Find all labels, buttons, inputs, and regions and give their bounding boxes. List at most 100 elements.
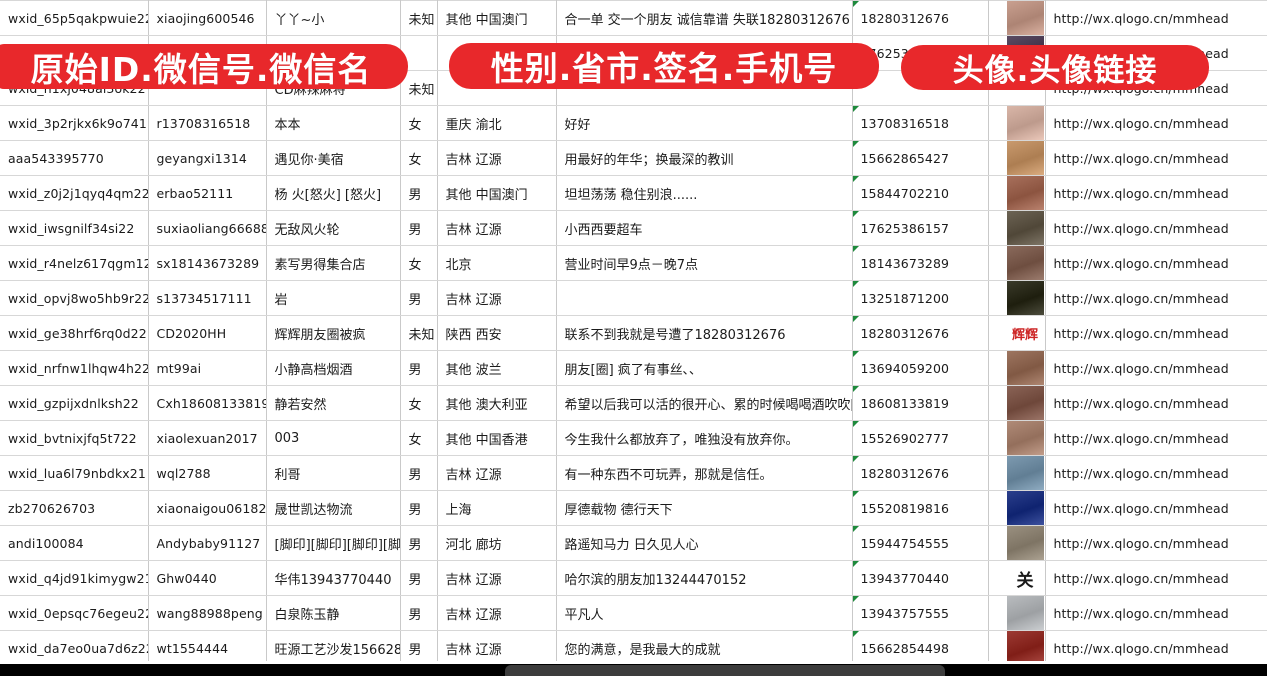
cell-signature[interactable]: 联系不到我就是号遭了18280312676 bbox=[556, 315, 853, 351]
table-row[interactable]: wxid_lua6l79nbdkx21 wql2788 利哥男吉林 辽源 有一种东西不… bbox=[0, 455, 1267, 491]
cell-wechat-id[interactable]: CD2020HH bbox=[148, 315, 267, 351]
cell-phone[interactable]: 18143673289 bbox=[852, 245, 989, 281]
cell-wechat-name[interactable]: [脚印][脚印][脚印][脚印 bbox=[266, 525, 401, 561]
cell-avatar-url[interactable]: http://wx.qlogo.cn/mmhead bbox=[1045, 595, 1267, 631]
cell-phone[interactable]: 18280312676 bbox=[852, 0, 989, 36]
cell-gender[interactable]: 男 bbox=[400, 175, 438, 211]
cell-gender[interactable]: 男 bbox=[400, 210, 438, 246]
cell-original-id[interactable]: wxid_opvj8wo5hb9r22 bbox=[0, 280, 149, 316]
cell-original-id[interactable]: wxid_3p2rjkx6k9o741 bbox=[0, 105, 149, 141]
cell-avatar[interactable]: 辉辉 bbox=[988, 315, 1046, 351]
cell-gender[interactable]: 男 bbox=[400, 525, 438, 561]
cell-signature[interactable]: 用最好的年华；换最深的教训 bbox=[556, 140, 853, 176]
cell-wechat-name[interactable]: 本本 bbox=[266, 105, 401, 141]
cell-signature[interactable]: 路遥知马力 日久见人心 bbox=[556, 525, 853, 561]
cell-avatar-url[interactable]: http://wx.qlogo.cn/mmhead bbox=[1045, 280, 1267, 316]
cell-original-id[interactable]: wxid_lua6l79nbdkx21 bbox=[0, 455, 149, 491]
cell-phone[interactable]: 15844702210 bbox=[852, 175, 989, 211]
cell-gender[interactable]: 男 bbox=[400, 350, 438, 386]
cell-phone[interactable]: 13694059200 bbox=[852, 350, 989, 386]
table-row[interactable]: wxid_da7eo0ua7d6z22wt1554444旺源工艺沙发156628… bbox=[0, 630, 1267, 666]
table-row[interactable]: wxid_65p5qakpwuie22 xiaojing600546 丫丫~小 未知其… bbox=[0, 0, 1267, 36]
cell-wechat-name[interactable]: 静若安然 bbox=[266, 385, 401, 421]
cell-avatar-url[interactable]: http://wx.qlogo.cn/mmhead bbox=[1045, 245, 1267, 281]
cell-original-id[interactable]: wxid_r4nelz617qgm12 bbox=[0, 245, 149, 281]
cell-province[interactable]: 吉林 辽源 bbox=[437, 280, 557, 316]
cell-avatar[interactable] bbox=[988, 140, 1046, 176]
cell-gender[interactable]: 未知 bbox=[400, 0, 438, 36]
cell-signature[interactable]: 有一种东西不可玩弄，那就是信任。 bbox=[556, 455, 853, 491]
cell-avatar[interactable] bbox=[988, 595, 1046, 631]
table-row[interactable]: aaa543395770 geyangxi1314 遇见你·美宿女吉林 辽源 用最好的… bbox=[0, 140, 1267, 176]
cell-gender[interactable]: 男 bbox=[400, 595, 438, 631]
cell-wechat-id[interactable]: wang88988peng bbox=[148, 595, 267, 631]
cell-gender[interactable]: 男 bbox=[400, 560, 438, 596]
cell-province[interactable]: 陕西 西安 bbox=[437, 315, 557, 351]
cell-avatar[interactable] bbox=[988, 490, 1046, 526]
cell-phone[interactable]: 13943757555 bbox=[852, 595, 989, 631]
cell-original-id[interactable]: wxid_bvtnixjfq5t722 bbox=[0, 420, 149, 456]
cell-original-id[interactable]: zb270626703 bbox=[0, 490, 149, 526]
table-row[interactable]: wxid_0epsqc76egeu22 wang88988peng 白泉陈玉静男吉林… bbox=[0, 595, 1267, 631]
table-row[interactable]: zb270626703 xiaonaigou061827 晟世凯达物流男上海 厚德载物… bbox=[0, 490, 1267, 526]
cell-gender[interactable]: 男 bbox=[400, 490, 438, 526]
cell-province[interactable]: 其他 波兰 bbox=[437, 350, 557, 386]
horizontal-scrollbar-thumb[interactable] bbox=[505, 665, 945, 676]
cell-wechat-id[interactable]: Andybaby91127 bbox=[148, 525, 267, 561]
cell-wechat-name[interactable]: 辉辉朋友圈被疯 bbox=[266, 315, 401, 351]
cell-phone[interactable]: 13943770440 bbox=[852, 560, 989, 596]
cell-province[interactable]: 吉林 辽源 bbox=[437, 140, 557, 176]
cell-wechat-name[interactable]: 003 bbox=[266, 420, 401, 456]
cell-avatar[interactable] bbox=[988, 280, 1046, 316]
cell-gender[interactable]: 男 bbox=[400, 630, 438, 666]
cell-avatar-url[interactable]: http://wx.qlogo.cn/mmhead bbox=[1045, 490, 1267, 526]
cell-province[interactable]: 重庆 渝北 bbox=[437, 105, 557, 141]
cell-wechat-name[interactable]: 遇见你·美宿 bbox=[266, 140, 401, 176]
cell-wechat-name[interactable]: 白泉陈玉静 bbox=[266, 595, 401, 631]
cell-signature[interactable]: 坦坦荡荡 稳住别浪...... bbox=[556, 175, 853, 211]
cell-avatar-url[interactable]: http://wx.qlogo.cn/mmhead bbox=[1045, 385, 1267, 421]
cell-signature[interactable]: 今生我什么都放弃了，唯独没有放弃你。 bbox=[556, 420, 853, 456]
cell-avatar-url[interactable]: http://wx.qlogo.cn/mmhead bbox=[1045, 140, 1267, 176]
cell-phone[interactable]: 17625386157 bbox=[852, 210, 989, 246]
cell-wechat-id[interactable]: geyangxi1314 bbox=[148, 140, 267, 176]
cell-wechat-name[interactable]: 丫丫~小 bbox=[266, 0, 401, 36]
cell-phone[interactable]: 15662865427 bbox=[852, 140, 989, 176]
cell-wechat-name[interactable]: 旺源工艺沙发15662854 bbox=[266, 630, 401, 666]
table-row[interactable]: wxid_nrfnw1lhqw4h22 mt99ai 小静高档烟酒男其他 波兰 朋友[… bbox=[0, 350, 1267, 386]
cell-province[interactable]: 吉林 辽源 bbox=[437, 630, 557, 666]
cell-signature[interactable]: 希望以后我可以活的很开心、累的时候喝喝酒吹吹[ bbox=[556, 385, 853, 421]
cell-avatar-url[interactable]: http://wx.qlogo.cn/mmhead bbox=[1045, 560, 1267, 596]
cell-avatar-url[interactable]: http://wx.qlogo.cn/mmhead bbox=[1045, 455, 1267, 491]
cell-gender[interactable]: 女 bbox=[400, 105, 438, 141]
cell-avatar[interactable] bbox=[988, 245, 1046, 281]
cell-phone[interactable]: 15526902777 bbox=[852, 420, 989, 456]
table-row[interactable]: wxid_ge38hrf6rq0d22 CD2020HH 辉辉朋友圈被疯 未知 陕西 西… bbox=[0, 315, 1267, 351]
cell-province[interactable]: 河北 廊坊 bbox=[437, 525, 557, 561]
cell-wechat-name[interactable]: 利哥 bbox=[266, 455, 401, 491]
cell-phone[interactable]: 13708316518 bbox=[852, 105, 989, 141]
cell-province[interactable]: 吉林 辽源 bbox=[437, 560, 557, 596]
cell-phone[interactable]: 15520819816 bbox=[852, 490, 989, 526]
cell-gender[interactable]: 未知 bbox=[400, 70, 438, 106]
cell-phone[interactable]: 15944754555 bbox=[852, 525, 989, 561]
table-row[interactable]: wxid_gzpijxdnlksh22 Cxh18608133819 静若安然女其他… bbox=[0, 385, 1267, 421]
cell-original-id[interactable]: wxid_0epsqc76egeu22 bbox=[0, 595, 149, 631]
cell-avatar-url[interactable]: http://wx.qlogo.cn/mmhead bbox=[1045, 0, 1267, 36]
cell-signature[interactable]: 厚德载物 德行天下 bbox=[556, 490, 853, 526]
cell-phone[interactable]: 18280312676 bbox=[852, 315, 989, 351]
table-row[interactable]: wxid_z0j2j1qyq4qm22 erbao52111 杨 火[怒火] [怒火… bbox=[0, 175, 1267, 211]
table-row[interactable]: wxid_iwsgnilf34si22 suxiaoliang666888 无敌风火… bbox=[0, 210, 1267, 246]
cell-wechat-id[interactable]: Ghw0440 bbox=[148, 560, 267, 596]
cell-avatar[interactable] bbox=[988, 420, 1046, 456]
cell-wechat-name[interactable]: 杨 火[怒火] [怒火] bbox=[266, 175, 401, 211]
cell-original-id[interactable]: wxid_q4jd91kimygw21 bbox=[0, 560, 149, 596]
cell-wechat-id[interactable]: wql2788 bbox=[148, 455, 267, 491]
cell-province[interactable]: 其他 中国澳门 bbox=[437, 0, 557, 36]
cell-province[interactable]: 上海 bbox=[437, 490, 557, 526]
cell-wechat-id[interactable]: Cxh18608133819 bbox=[148, 385, 267, 421]
cell-original-id[interactable]: wxid_da7eo0ua7d6z22 bbox=[0, 630, 149, 666]
cell-original-id[interactable]: wxid_ge38hrf6rq0d22 bbox=[0, 315, 149, 351]
cell-signature[interactable]: 营业时间早9点－晚7点 bbox=[556, 245, 853, 281]
